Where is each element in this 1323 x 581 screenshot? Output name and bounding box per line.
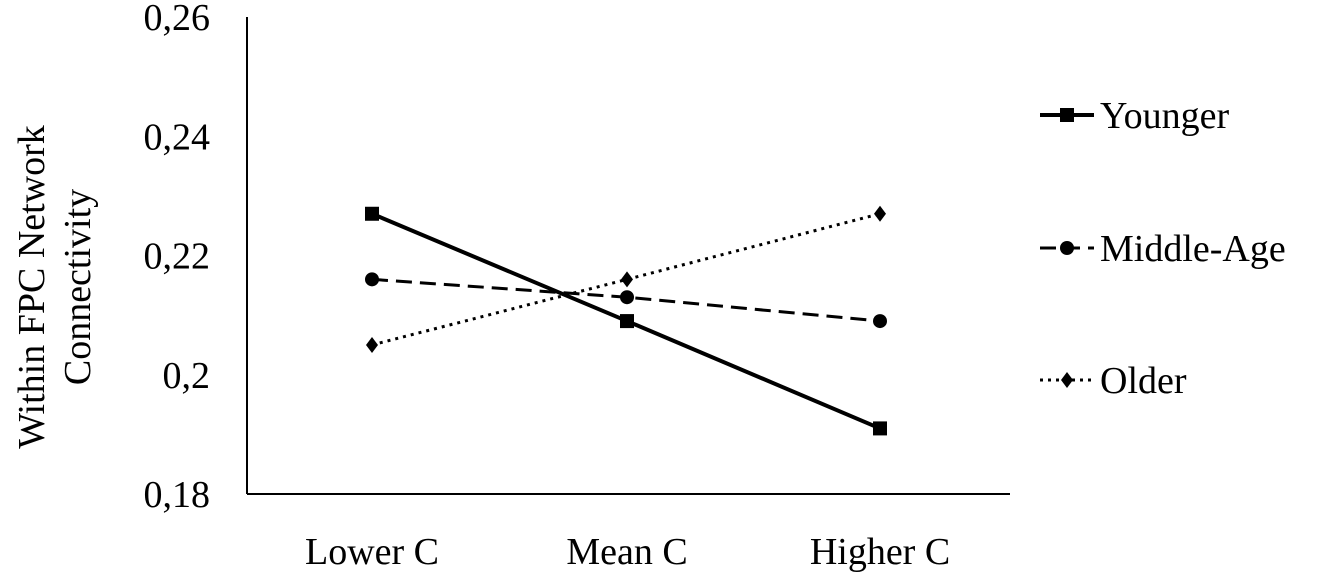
y-tick-labels: 0,18 0,2 0,22 0,24 0,26 [144,0,211,516]
legend-marker [1061,372,1073,388]
legend-item: Older [1040,360,1187,402]
x-tick-label: Lower C [305,531,439,573]
y-tick-label: 0,18 [144,474,211,516]
y-tick-label: 0,2 [163,355,211,397]
data-point-marker [621,271,633,288]
y-tick-label: 0,24 [144,116,211,158]
data-point-marker [366,336,378,353]
y-axis-title-line-1: Within FPC Network [11,125,53,449]
series-layer [365,205,887,436]
y-axis-title: Within FPC Network Connectivity [11,125,99,449]
x-tick-label: Mean C [566,531,687,573]
data-point-marker [874,205,886,222]
series-older [366,205,886,353]
legend-marker [1060,108,1074,122]
data-point-marker [873,314,887,329]
legend-marker [1060,241,1074,255]
data-point-marker [365,272,379,287]
data-point-marker [873,421,887,436]
legend-item: Middle-Age [1040,228,1286,270]
legend-label: Younger [1100,95,1230,137]
x-tick-label: Higher C [810,531,950,573]
y-tick-label: 0,26 [144,0,211,39]
series-middle-age [365,272,887,329]
data-point-marker [365,206,379,221]
legend: Younger Middle-Age Older [1040,95,1286,402]
data-point-marker [620,290,634,305]
legend-label: Older [1100,360,1187,402]
y-tick-label: 0,22 [144,236,211,278]
legend-item: Younger [1040,95,1230,137]
x-tick-labels: Lower C Mean C Higher C [305,531,950,573]
legend-label: Middle-Age [1100,228,1286,270]
series-younger [365,206,887,436]
y-axis-title-line-2: Connectivity [57,189,99,385]
data-point-marker [620,314,634,329]
